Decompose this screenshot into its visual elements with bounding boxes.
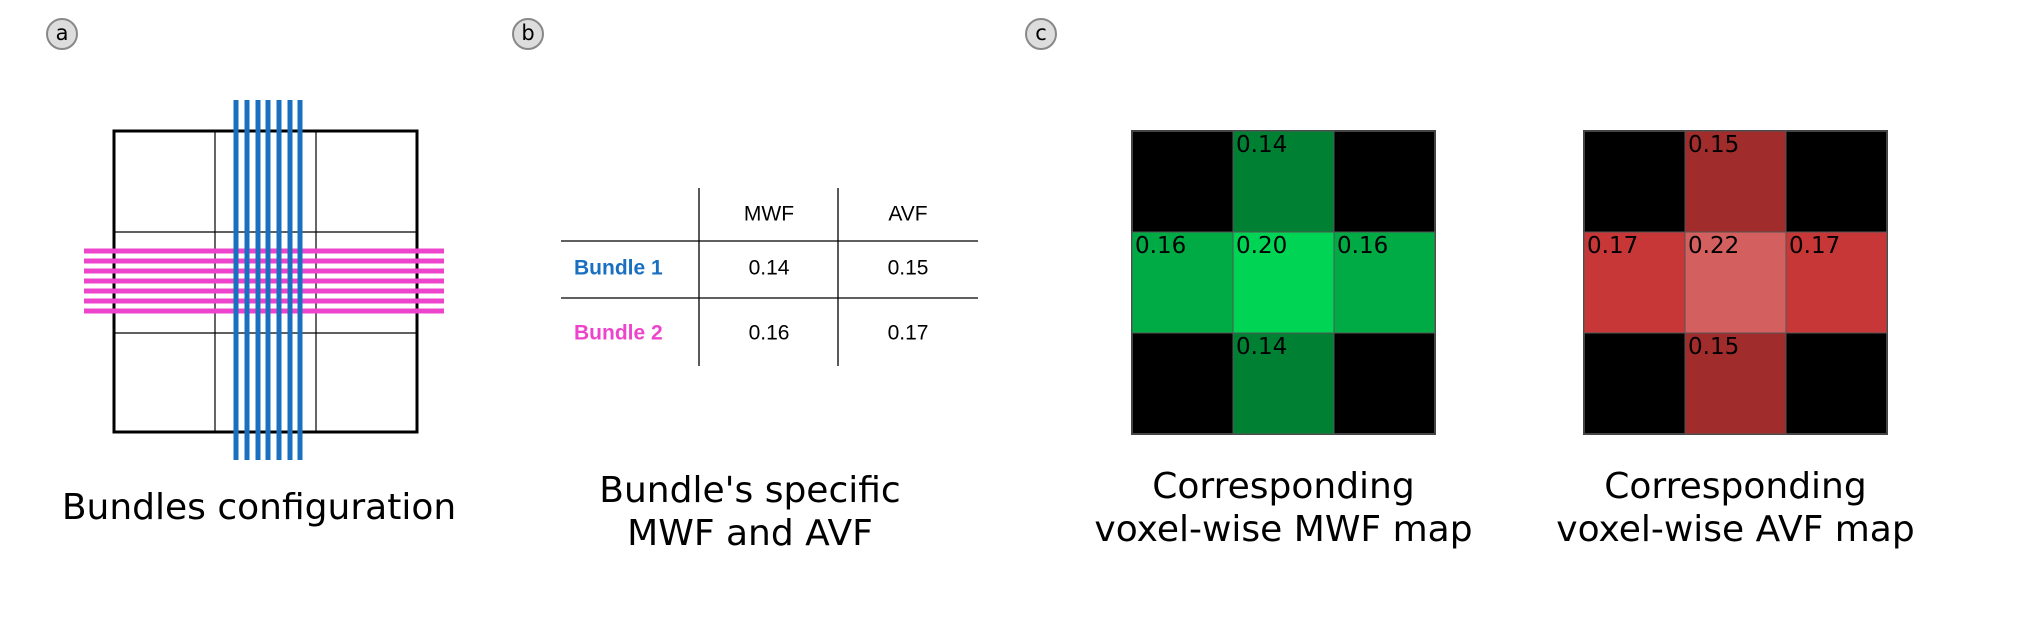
column-header: MWF	[744, 203, 794, 226]
voxel	[1131, 231, 1234, 334]
voxel-value: 0.16	[1135, 233, 1186, 259]
table-cell: 0.17	[888, 322, 929, 345]
table-cell: 0.14	[749, 257, 790, 280]
caption: Bundles configuration	[62, 487, 456, 528]
caption: Bundle's specific	[599, 470, 900, 511]
voxel	[1232, 332, 1335, 435]
voxel	[1583, 231, 1686, 334]
voxel	[1333, 231, 1436, 334]
voxel-value: 0.17	[1587, 233, 1638, 259]
panel-label: b	[521, 21, 534, 45]
caption: Corresponding	[1604, 466, 1866, 507]
caption: voxel-wise MWF map	[1094, 509, 1472, 550]
voxel	[1684, 130, 1787, 233]
panel-label: c	[1035, 21, 1047, 45]
voxel	[1232, 231, 1335, 334]
caption: voxel-wise AVF map	[1556, 509, 1914, 550]
table-cell: 0.15	[888, 257, 929, 280]
voxel	[1684, 231, 1787, 334]
caption: Corresponding	[1152, 466, 1414, 507]
voxel	[1684, 332, 1787, 435]
voxel-value: 0.16	[1337, 233, 1388, 259]
column-header: AVF	[888, 203, 927, 226]
voxel-value: 0.22	[1688, 233, 1739, 259]
voxel-value: 0.17	[1789, 233, 1840, 259]
bundle-diagram	[84, 100, 444, 460]
panel-badge	[1025, 18, 1057, 50]
voxel-value: 0.14	[1236, 132, 1287, 158]
table-lines	[561, 188, 978, 366]
voxel	[1785, 231, 1888, 334]
voxel-value: 0.15	[1688, 132, 1739, 158]
voxel-value: 0.15	[1688, 334, 1739, 360]
panel-badge	[46, 18, 78, 50]
table-cell: 0.16	[749, 322, 790, 345]
voxel-value: 0.14	[1236, 334, 1287, 360]
voxel	[1232, 130, 1335, 233]
row-header: Bundle 1	[574, 257, 663, 280]
caption: MWF and AVF	[627, 513, 873, 554]
panel-badge	[512, 18, 544, 50]
voxel-value: 0.20	[1236, 233, 1287, 259]
maps: 0.140.16 0.20 0.160.14Correspondingvoxel-w…	[1094, 130, 1915, 550]
row-header: Bundle 2	[574, 322, 663, 345]
panel-label: a	[56, 21, 69, 45]
